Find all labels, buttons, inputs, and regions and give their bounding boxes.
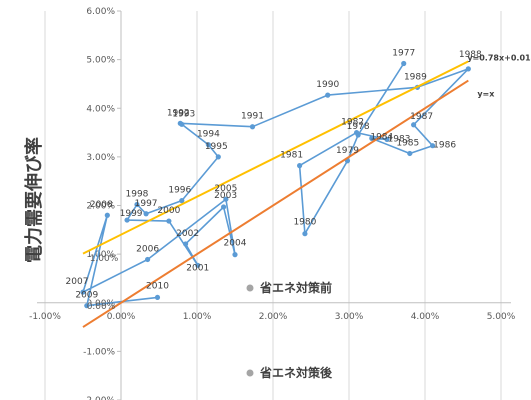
y-axis-title-group: 電力需要伸び率 <box>23 137 45 263</box>
data-point-1990 <box>325 92 331 98</box>
legend-label: 省エネ対策前 <box>259 280 332 295</box>
point-label-1992: 1992 <box>167 108 190 118</box>
point-label-2009: 2009 <box>75 291 98 301</box>
data-point-1993 <box>179 121 185 127</box>
data-point-1991 <box>249 124 256 130</box>
data-point-1981 <box>297 163 303 169</box>
point-label-1980: 1980 <box>293 218 316 228</box>
data-point-2009 <box>84 303 90 309</box>
point-label-2000: 2000 <box>157 206 180 216</box>
data-point-1980 <box>302 231 308 237</box>
point-label-1986: 1986 <box>433 141 456 151</box>
point-label-1998: 1998 <box>126 190 149 200</box>
point-label-1987: 1987 <box>410 112 433 122</box>
point-label-2001: 2001 <box>186 263 209 273</box>
x-tick-label: 1.00% <box>183 312 212 322</box>
point-label-2006: 2006 <box>136 244 159 254</box>
data-point-1986 <box>430 143 436 149</box>
y-tick-label: 4.00% <box>86 104 115 114</box>
y-tick-label: -1.00% <box>83 347 115 357</box>
data-point-2003 <box>221 204 227 210</box>
point-label-1991: 1991 <box>241 112 264 122</box>
y-tick-label: 6.00% <box>86 7 115 17</box>
legend-marker <box>246 369 254 377</box>
legend-marker <box>246 284 254 292</box>
scatter-connector-line <box>82 63 470 307</box>
data-point-1987 <box>411 122 417 128</box>
y-tick-label: 2.00% <box>86 202 115 212</box>
data-point-1998 <box>134 201 140 208</box>
trend-line-2 <box>82 79 469 328</box>
y-tick-label: -2.00% <box>83 396 115 400</box>
x-tick-label: -1.00% <box>29 312 61 322</box>
data-point-1999 <box>124 217 130 223</box>
point-label-2007: 2007 <box>66 277 89 287</box>
point-label-2002: 2002 <box>176 229 199 239</box>
point-label-1995: 1995 <box>205 142 228 152</box>
data-point-1983 <box>384 136 390 142</box>
data-point-1982 <box>354 129 360 136</box>
data-point-1996 <box>179 198 185 204</box>
point-label-1989: 1989 <box>404 72 427 82</box>
point-label-2004: 2004 <box>224 239 247 249</box>
point-label-2005: 2005 <box>214 184 237 194</box>
point-label-2008: 2008 <box>90 200 113 210</box>
point-label-1984: 1984 <box>370 132 393 142</box>
point-label-1990: 1990 <box>316 80 339 90</box>
data-point-2004 <box>232 252 238 258</box>
point-label-1999: 1999 <box>120 209 143 219</box>
point-label-2003: 2003 <box>214 191 237 201</box>
data-series <box>80 60 471 328</box>
y-tick-label: 1.00% <box>86 250 115 260</box>
trend-line-label: y=x <box>477 90 495 99</box>
point-label-1981: 1981 <box>280 151 303 161</box>
trend-line-label: y=0.78x+0.014 <box>467 53 531 62</box>
point-label-1979: 1979 <box>336 146 359 156</box>
data-point-1994 <box>205 142 211 148</box>
x-tick-label: 5.00% <box>487 312 516 322</box>
data-point-2008 <box>104 212 110 218</box>
annotation-label: 0.00% <box>87 302 116 312</box>
point-label-2010: 2010 <box>146 281 169 291</box>
y-axis-title: 電力需要伸び率 <box>23 137 45 263</box>
data-point-1997 <box>143 211 149 217</box>
point-label-1993: 1993 <box>172 109 195 119</box>
data-point-1977 <box>401 60 407 67</box>
point-label-1983: 1983 <box>388 134 411 144</box>
legend-label: 省エネ対策後 <box>259 365 333 380</box>
y-tick-label: 5.00% <box>86 56 115 66</box>
point-label-1978: 1978 <box>347 122 370 132</box>
point-label-1994: 1994 <box>197 130 220 140</box>
x-tick-label: 2.00% <box>259 312 288 322</box>
data-point-2006 <box>145 256 151 263</box>
data-point-2007 <box>80 289 86 295</box>
point-label-1996: 1996 <box>168 186 191 196</box>
data-point-1984 <box>369 135 375 141</box>
point-label-1985: 1985 <box>396 138 419 148</box>
trend-line-1 <box>82 60 469 255</box>
data-point-2005 <box>223 196 229 202</box>
point-label-1977: 1977 <box>392 49 415 59</box>
data-point-2001 <box>195 262 201 268</box>
y-tick-label: 3.00% <box>86 153 115 163</box>
data-point-1988 <box>465 66 471 72</box>
data-point-2000 <box>166 218 172 224</box>
x-tick-label: 0.00% <box>107 312 136 322</box>
tick-labels: -1.00% 0.00% 1.00% 2.00% 3.00% 4.00% 5.00% -2.0… <box>29 7 516 400</box>
point-label-1982: 1982 <box>341 118 364 128</box>
data-point-1995 <box>215 154 221 160</box>
point-label-1997: 1997 <box>135 199 158 209</box>
annotation-label: 1.00% <box>90 254 119 264</box>
data-point-2002 <box>183 241 189 247</box>
x-tick-label: 4.00% <box>411 312 440 322</box>
x-tick-label: 3.00% <box>335 312 364 322</box>
point-label-1988: 1988 <box>459 50 482 60</box>
data-point-2010 <box>154 294 161 301</box>
data-point-1985 <box>407 150 413 157</box>
